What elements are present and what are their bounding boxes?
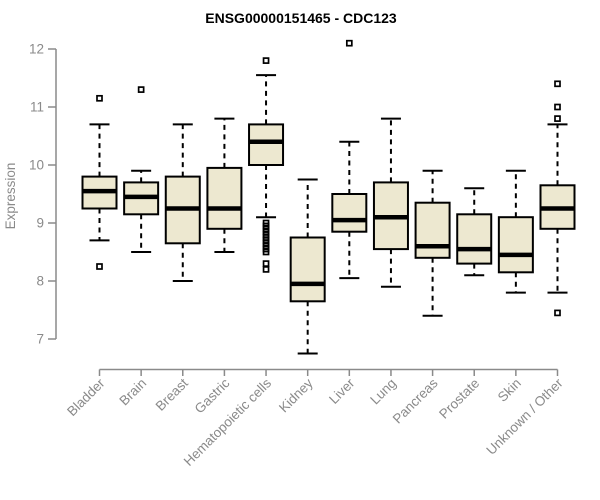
box	[414, 201, 451, 259]
outlier-point	[345, 39, 353, 47]
x-tick-label: Pancreas	[390, 375, 441, 426]
box	[289, 236, 326, 303]
outlier-point	[96, 94, 103, 102]
x-tick-label: Prostate	[436, 376, 482, 422]
box	[331, 193, 368, 233]
y-tick-label: 7	[36, 332, 44, 347]
x-tick-label: Lung	[367, 376, 399, 408]
x-tick-label: Bladder	[64, 375, 108, 419]
outlier-point	[554, 115, 561, 122]
chart-title: ENSG00000151465 - CDC123	[205, 10, 397, 26]
x-tick-label: Gastric	[192, 375, 233, 416]
y-tick-label: 12	[29, 42, 44, 57]
outlier-point	[262, 248, 270, 256]
y-tick-label: 10	[29, 158, 44, 173]
outlier-point	[554, 309, 561, 317]
outlier-point	[262, 266, 270, 273]
y-tick-label: 9	[36, 216, 44, 231]
outlier-point	[137, 86, 145, 93]
box	[456, 213, 493, 265]
box	[497, 216, 534, 274]
x-tick-label: Kidney	[276, 375, 316, 415]
outlier-point	[96, 263, 103, 270]
y-axis-title: Expression	[3, 163, 18, 230]
x-tick-label: Liver	[326, 375, 358, 407]
outlier-point	[554, 103, 561, 111]
x-tick-label: Skin	[495, 376, 524, 405]
outlier-point	[262, 260, 270, 267]
x-tick-label: Unknown / Other	[483, 375, 566, 458]
box	[248, 123, 285, 166]
y-tick-label: 8	[36, 274, 44, 289]
outlier-point	[262, 57, 270, 64]
x-tick-label: Breast	[153, 375, 191, 413]
x-tick-label: Brain	[116, 376, 149, 409]
box	[206, 166, 243, 230]
outlier-point	[554, 80, 561, 88]
y-tick-label: 11	[30, 100, 44, 115]
